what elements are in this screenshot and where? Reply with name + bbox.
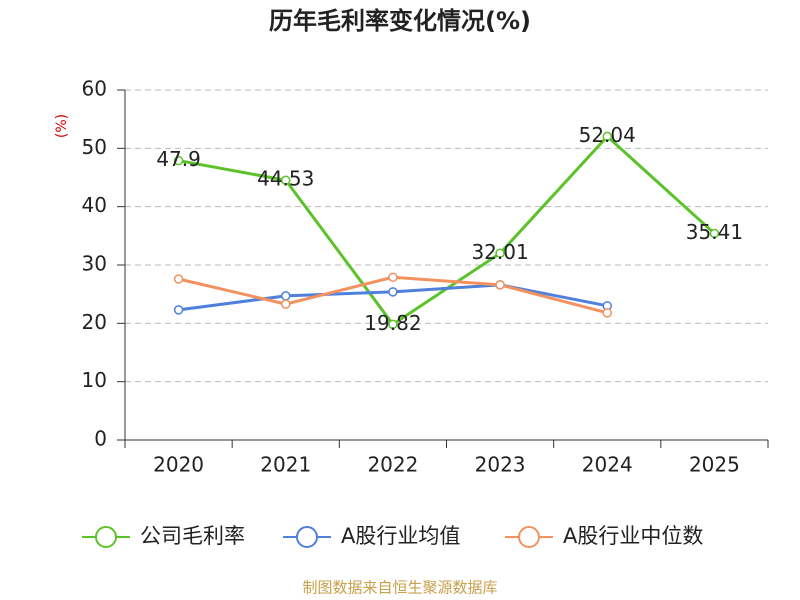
- y-tick-label: 10: [82, 368, 107, 392]
- data-point: [495, 280, 505, 290]
- series-line: [178, 134, 716, 327]
- y-tick-label: 30: [82, 252, 107, 276]
- data-point: [173, 155, 184, 166]
- x-tick-label: 2022: [367, 453, 418, 477]
- legend-marker: [296, 526, 318, 548]
- data-point: [602, 308, 612, 318]
- data-point: [388, 272, 398, 282]
- x-tick-label: 2021: [260, 453, 311, 477]
- data-label: 47.9: [156, 147, 201, 171]
- data-point: [281, 175, 291, 185]
- data-label: 32.01: [471, 240, 528, 264]
- legend-label: A股行业中位数: [563, 524, 703, 548]
- x-tick-label: 2024: [582, 453, 633, 477]
- y-axis-label: (%): [54, 114, 70, 138]
- data-label: 19.82: [364, 311, 421, 335]
- y-tick-label: 60: [82, 77, 107, 101]
- data-label: 35.41: [686, 220, 743, 244]
- legend-marker: [518, 526, 540, 548]
- y-tick-label: 0: [94, 427, 107, 451]
- data-point: [173, 305, 184, 315]
- legend-marker: [95, 526, 117, 548]
- legend-label: A股行业均值: [341, 524, 460, 548]
- x-tick-label: 2023: [475, 453, 526, 477]
- x-tick-label: 2025: [689, 453, 740, 477]
- y-tick-label: 40: [82, 193, 107, 217]
- data-point: [281, 291, 291, 301]
- data-label: 44.53: [257, 167, 314, 191]
- data-point: [388, 319, 398, 330]
- data-point: [495, 248, 505, 259]
- data-point: [281, 299, 291, 309]
- y-tick-label: 50: [82, 135, 107, 159]
- data-label: 52.04: [579, 123, 636, 147]
- x-tick-label: 2020: [153, 453, 204, 477]
- data-point: [388, 287, 398, 297]
- legend-label: 公司毛利率: [140, 524, 245, 548]
- chart-title: 历年毛利率变化情况(%): [269, 7, 531, 35]
- data-point: [602, 131, 612, 142]
- data-point: [709, 228, 720, 239]
- source-note: 制图数据来自恒生聚源数据库: [302, 579, 497, 597]
- y-tick-label: 20: [82, 310, 107, 334]
- data-point: [173, 274, 184, 284]
